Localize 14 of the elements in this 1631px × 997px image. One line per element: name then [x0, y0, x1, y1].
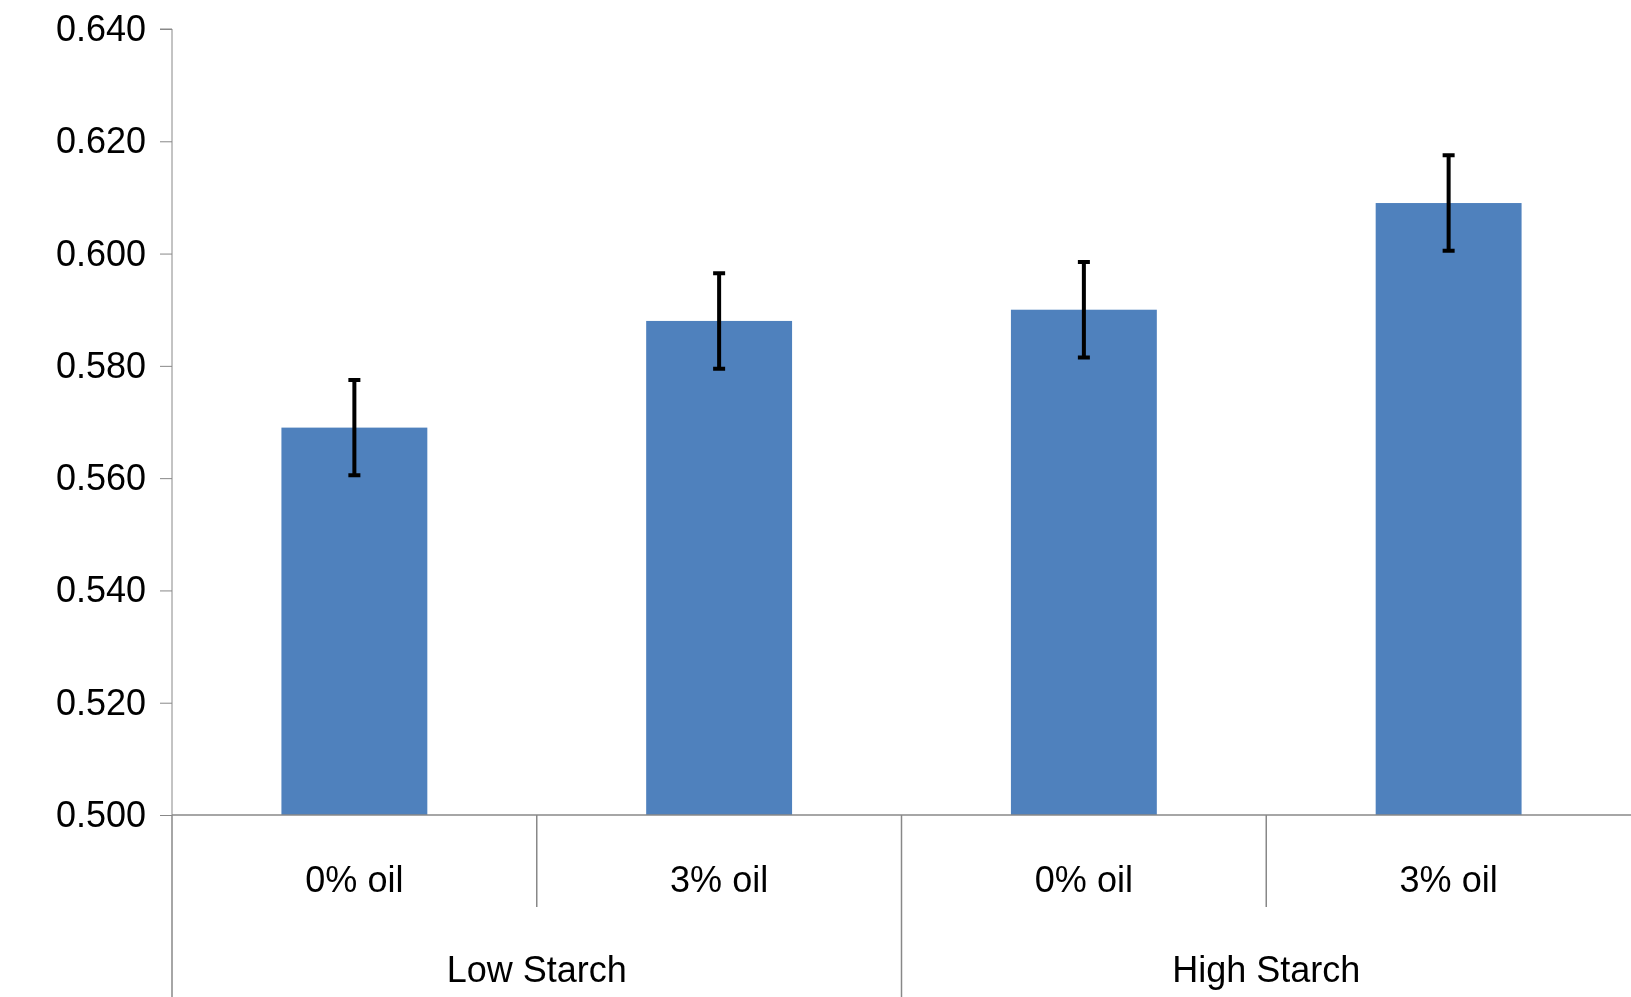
x-tick-label: 3% oil: [670, 859, 769, 900]
y-tick-label: 0.560: [55, 457, 146, 499]
y-tick-label: 0.500: [55, 794, 146, 836]
text: High Starch: [1172, 949, 1361, 990]
y-tick-label: 0.640: [55, 8, 146, 50]
x-tick-label: 3% oil: [1399, 859, 1498, 900]
x-tick-label: 0% oil: [1034, 859, 1133, 900]
text: Low Starch: [446, 949, 627, 990]
x-tick-label: 0% oil: [305, 859, 404, 900]
y-tick-label: 0.580: [55, 344, 146, 386]
y-tick-label: 0.600: [55, 232, 146, 274]
y-tick-label: 0.520: [55, 681, 146, 723]
y-tick-label: 0.620: [55, 120, 146, 162]
y-tick-label: 0.540: [55, 569, 146, 611]
